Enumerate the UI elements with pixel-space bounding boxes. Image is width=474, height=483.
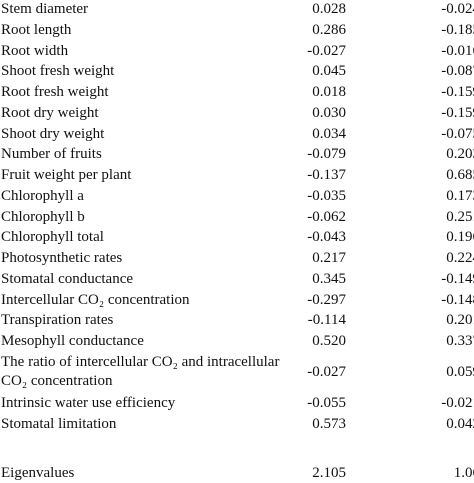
value: -0.027 [307,42,346,59]
value: 0.217 [312,250,346,266]
row-label: Root dry weight [1,104,99,121]
value: 0.685 [446,167,474,183]
value: 0.345 [312,270,346,287]
value: 0.028 [312,1,346,17]
value: 0.045 [312,63,346,80]
row-label: Root width [1,42,69,59]
value: -0.159 [441,104,474,121]
value: -0.055 [307,395,346,412]
value: 0.018 [312,84,346,100]
value: 0.251 [446,208,474,225]
value: 0.030 [312,104,346,121]
value: 0.034 [312,125,346,142]
row-label: Number of fruits [1,146,102,163]
value: -0.079 [307,146,346,163]
row-label: Chlorophyll b [1,208,85,225]
value: -0.075 [441,125,474,142]
row-label: Stomatal limitation [1,416,117,432]
row-label: Root length [1,21,72,38]
row-label: Transpiration rates [1,312,114,329]
value: 0.573 [312,416,346,432]
value: -0.114 [307,312,346,329]
value: -0.016 [441,42,474,59]
value: 0.173 [446,187,474,204]
row-label: Mesophyll conductance [1,333,144,349]
row-label: Shoot dry weight [1,125,105,142]
row-label: Root fresh weight [1,84,109,100]
value: -0.297 [307,291,346,308]
row-label: Shoot fresh weight [1,63,115,80]
value: -0.021 [441,395,474,412]
value: 0.203 [446,146,474,163]
value: -0.137 [307,167,346,183]
value: -0.185 [441,21,474,38]
row-label: Stomatal conductance [1,270,134,287]
value: -0.087 [441,63,474,80]
value: -0.027 [307,364,346,381]
row-label: Chlorophyll a [1,187,84,204]
value: -0.149 [441,270,474,287]
row-label: Fruit weight per plant [1,167,132,183]
value: -0.148 [441,291,474,308]
row-label: Chlorophyll total [1,229,104,246]
value: 0.337 [446,333,474,349]
value: 0.196 [446,229,474,246]
row-label: Photosynthetic rates [1,250,123,266]
value: -0.062 [307,208,346,225]
row-label: Intercellular CO₂ concentration [1,291,190,308]
value: -0.159 [441,84,474,100]
value: 0.224 [446,250,474,266]
value: 0.286 [312,21,346,38]
row-label: The ratio of intercellular CO₂ and intra… [1,353,280,389]
value: 0.201 [446,312,474,329]
row-label: Intrinsic water use efficiency [1,395,176,412]
value: -0.043 [307,229,346,246]
value: 0.042 [446,416,474,432]
value: 0.520 [312,333,346,349]
value: -0.024 [441,1,474,17]
value: -0.035 [307,187,346,204]
value: 0.059 [446,364,474,381]
row-label: Stem diameter [1,1,89,17]
